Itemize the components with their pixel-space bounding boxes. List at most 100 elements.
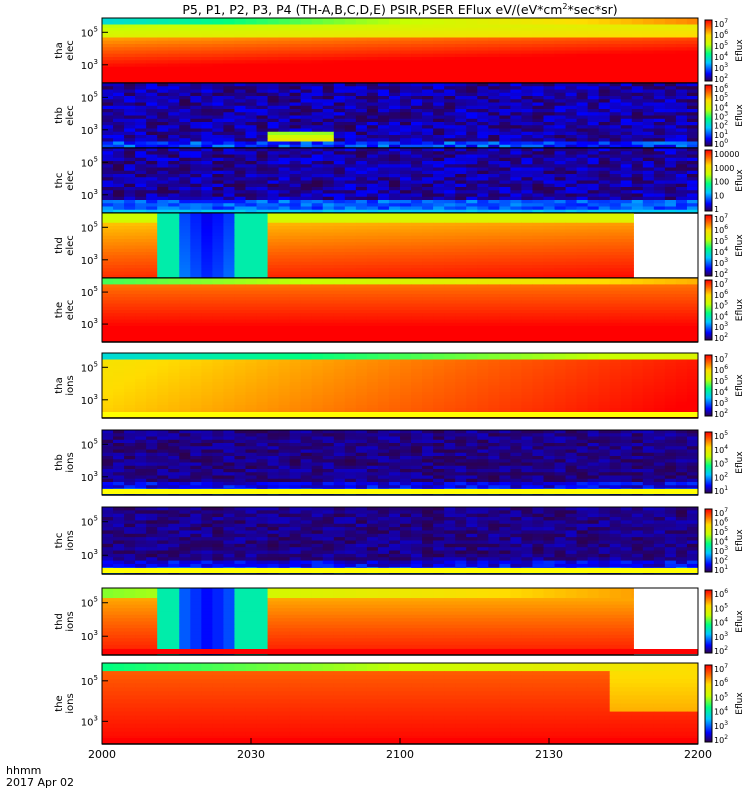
heatmap-cell xyxy=(311,294,324,298)
heatmap-cell xyxy=(455,174,467,178)
heatmap-cell xyxy=(466,115,478,120)
heatmap-cell xyxy=(598,200,611,204)
heatmap-cell xyxy=(223,21,235,25)
colorbar-tick-label: 106 xyxy=(714,29,728,40)
heatmap-cell xyxy=(455,37,467,42)
heatmap-cell xyxy=(455,303,467,308)
heatmap-cell xyxy=(543,18,556,22)
heatmap-cell xyxy=(609,151,622,155)
y-tick-label: 105 xyxy=(81,25,98,39)
heatmap-cell xyxy=(355,34,368,38)
heatmap-cell xyxy=(455,200,467,204)
heatmap-cell xyxy=(422,258,434,263)
heatmap-cell xyxy=(322,122,335,126)
heatmap-cell xyxy=(256,297,269,301)
heatmap-cell xyxy=(146,57,158,61)
heatmap-cell xyxy=(366,239,379,243)
heatmap-cell xyxy=(223,303,235,308)
heatmap-cell xyxy=(344,89,357,94)
heatmap-cell xyxy=(631,281,644,285)
heatmap-cell xyxy=(543,96,556,100)
heatmap-cell xyxy=(510,18,522,22)
heatmap-cell xyxy=(190,278,202,282)
heatmap-cell xyxy=(311,242,324,246)
heatmap-cell xyxy=(124,216,136,220)
heatmap-cell xyxy=(587,245,600,250)
heatmap-cell xyxy=(102,164,114,168)
heatmap-cell xyxy=(543,47,556,51)
heatmap-cell xyxy=(168,122,180,126)
heatmap-cell xyxy=(444,183,456,188)
heatmap-cell xyxy=(466,18,478,22)
heatmap-cell xyxy=(201,200,213,204)
heatmap-cell xyxy=(388,180,401,185)
heatmap-cell xyxy=(565,118,578,123)
heatmap-cell xyxy=(201,105,213,110)
heatmap-cell xyxy=(444,164,456,168)
heatmap-cell xyxy=(532,281,544,285)
heatmap-cell xyxy=(124,115,136,120)
heatmap-cell xyxy=(642,170,655,175)
heatmap-cell xyxy=(113,141,125,146)
heatmap-cell xyxy=(466,50,478,55)
heatmap-cell xyxy=(289,206,302,211)
heatmap-cell xyxy=(300,164,313,168)
heatmap-cell xyxy=(311,76,324,81)
heatmap-cell xyxy=(256,83,269,87)
heatmap-cell xyxy=(565,287,578,292)
heatmap-cell xyxy=(223,245,235,250)
heatmap-cell xyxy=(212,242,224,246)
heatmap-cell xyxy=(102,66,114,71)
heatmap-cell xyxy=(488,290,500,295)
heatmap-cell xyxy=(455,248,467,253)
heatmap-cell xyxy=(554,138,567,142)
heatmap-cell xyxy=(256,300,269,305)
heatmap-cell xyxy=(201,115,213,120)
heatmap-cell xyxy=(433,92,445,97)
heatmap-cell xyxy=(212,154,224,159)
heatmap-cell xyxy=(179,99,191,103)
heatmap-cell xyxy=(521,102,533,107)
heatmap-cell xyxy=(201,281,213,285)
heatmap-cell xyxy=(587,310,600,314)
heatmap-cell xyxy=(355,313,368,317)
heatmap-cell xyxy=(355,281,368,285)
heatmap-cell xyxy=(113,278,125,282)
heatmap-cell xyxy=(664,50,677,55)
heatmap-cell xyxy=(333,66,346,71)
heatmap-cell xyxy=(146,86,158,90)
heatmap-cell xyxy=(223,164,235,168)
heatmap-cell xyxy=(422,245,434,250)
heatmap-cell xyxy=(168,125,180,129)
panel-ylabel: thdelec xyxy=(54,235,76,256)
heatmap-cell xyxy=(620,53,633,58)
heatmap-cell xyxy=(168,284,180,289)
heatmap-cell xyxy=(510,66,522,71)
heatmap-cell xyxy=(113,167,125,172)
heatmap-cell xyxy=(565,303,578,308)
heatmap-cell xyxy=(234,44,246,48)
heatmap-cell xyxy=(587,128,600,133)
heatmap-cell xyxy=(609,105,622,110)
heatmap-cell xyxy=(146,281,158,285)
heatmap-cell xyxy=(620,232,633,237)
heatmap-cell xyxy=(543,287,556,292)
heatmap-cell xyxy=(366,109,379,113)
heatmap-cell xyxy=(422,57,434,61)
heatmap-cell xyxy=(245,294,258,298)
heatmap-cell xyxy=(466,278,478,282)
heatmap-cell xyxy=(201,170,213,175)
heatmap-cell xyxy=(179,170,191,175)
heatmap-cell xyxy=(466,206,478,211)
heatmap-cell xyxy=(102,92,114,97)
heatmap-cell xyxy=(620,76,633,81)
heatmap-cell xyxy=(609,167,622,172)
heatmap-cell xyxy=(322,44,335,48)
heatmap-cell xyxy=(267,313,280,317)
heatmap-cell xyxy=(620,96,633,100)
heatmap-cell xyxy=(223,281,235,285)
heatmap-cell xyxy=(576,187,589,191)
heatmap-cell xyxy=(642,21,655,25)
heatmap-cell xyxy=(366,70,379,74)
heatmap-cell xyxy=(433,161,445,165)
